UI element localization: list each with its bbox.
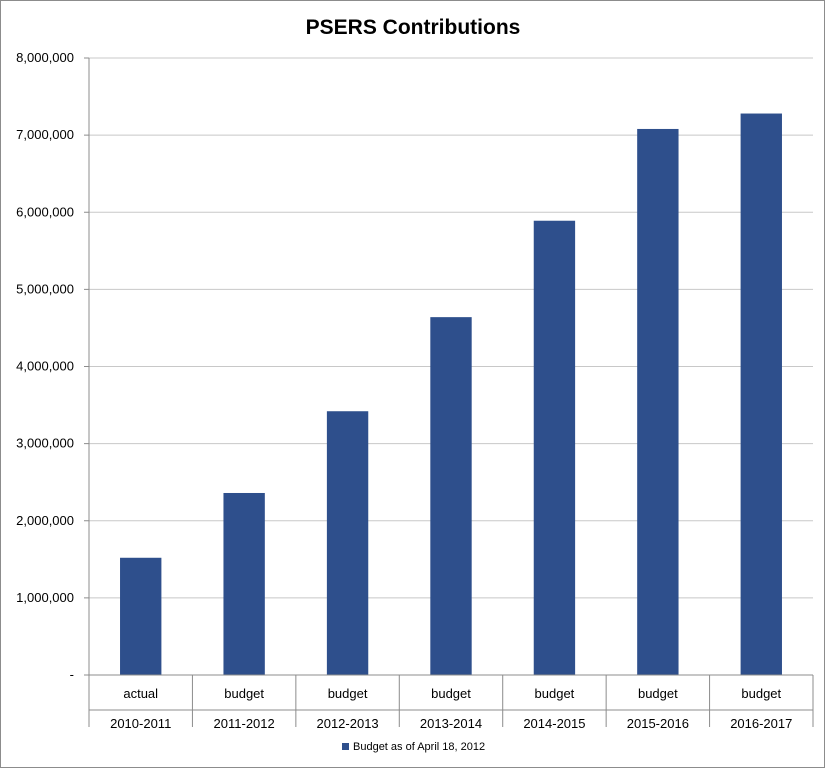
bar	[740, 113, 782, 675]
bars	[120, 113, 782, 675]
bar	[430, 317, 472, 675]
x-tick-label: 2012-2013	[316, 716, 378, 731]
y-tick-label: 7,000,000	[16, 127, 74, 142]
y-tick-label: 6,000,000	[16, 204, 74, 219]
legend: Budget as of April 18, 2012	[342, 741, 485, 753]
legend-swatch	[342, 743, 349, 750]
x-tick-label: 2013-2014	[420, 716, 482, 731]
x-group-label: budget	[741, 686, 781, 701]
bar	[637, 128, 679, 675]
y-axis-ticks: - 1,000,000 2,000,000 3,000,000 4,000,000 5,0…	[16, 50, 74, 682]
bar	[223, 492, 265, 675]
x-tick-label: 2015-2016	[627, 716, 689, 731]
x-group-label: budget	[431, 686, 471, 701]
x-tick-label: 2010-2011	[110, 716, 171, 731]
x-tick-label: 2016-2017	[730, 716, 792, 731]
x-group-label: budget	[224, 686, 264, 701]
bar	[533, 220, 576, 675]
y-tick-label: 2,000,000	[16, 513, 74, 528]
bar	[326, 411, 369, 675]
y-tick-label: 1,000,000	[16, 590, 74, 605]
bar	[120, 557, 162, 675]
legend-label: Budget as of April 18, 2012	[353, 741, 485, 753]
x-tick-label: 2011-2012	[214, 716, 275, 731]
x-group-label: budget	[638, 686, 678, 701]
y-tick-label: 3,000,000	[16, 436, 74, 451]
x-group-label: budget	[328, 686, 368, 701]
x-tick-label: 2014-2015	[523, 716, 585, 731]
chart-title: PSERS Contributions	[306, 16, 521, 39]
x-group-label: actual	[123, 686, 158, 701]
y-tick-label: 8,000,000	[16, 50, 74, 65]
y-tick-label: 5,000,000	[16, 281, 74, 296]
x-axis-categories: actual 2010-2011 budget 2011-2012 budget 2012…	[110, 686, 792, 731]
y-tick-label: -	[70, 667, 74, 682]
axes	[84, 57, 814, 727]
x-group-label: budget	[535, 686, 575, 701]
y-tick-label: 4,000,000	[16, 359, 74, 374]
